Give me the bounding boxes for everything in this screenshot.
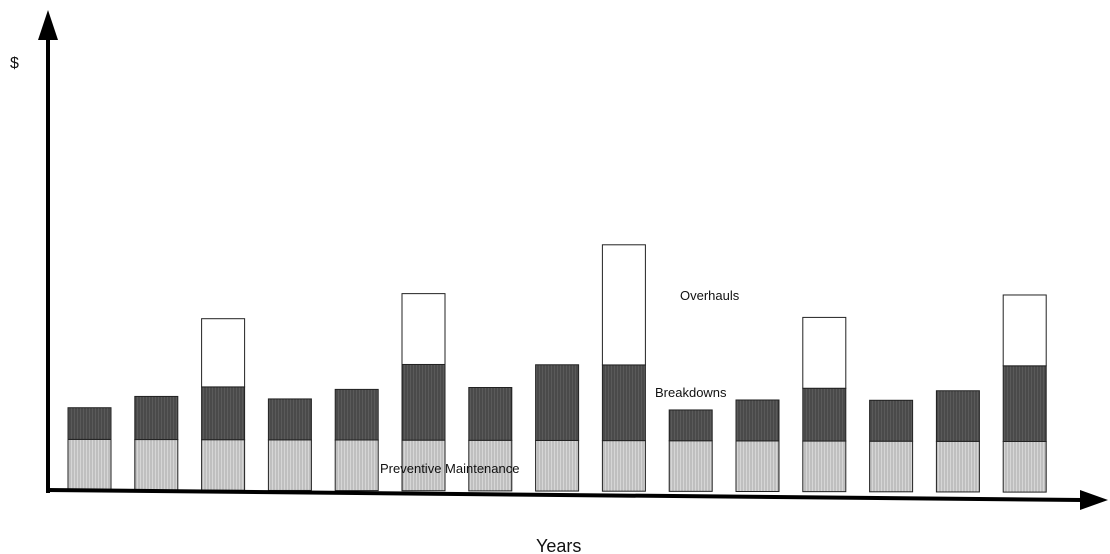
bars-layer xyxy=(67,244,1047,493)
bar-segment-preventive-maintenance-6 xyxy=(401,439,446,492)
bar-segment-breakdowns-10 xyxy=(668,409,713,442)
bar-segment-breakdowns-7 xyxy=(468,387,513,441)
bar-segment-breakdowns-2 xyxy=(134,395,179,441)
x-axis-label: Years xyxy=(536,536,581,554)
bar-segment-breakdowns-6 xyxy=(401,363,446,441)
bar-segment-preventive-maintenance-15 xyxy=(1002,441,1047,493)
bar-segment-preventive-maintenance-7 xyxy=(468,439,513,492)
bar-segment-overhauls-15 xyxy=(1002,294,1047,367)
bar-segment-preventive-maintenance-11 xyxy=(735,440,780,492)
bar-segment-overhauls-9 xyxy=(601,244,646,366)
bar-segment-preventive-maintenance-13 xyxy=(869,440,914,493)
bar-segment-overhauls-6 xyxy=(401,293,446,365)
bar-segment-breakdowns-15 xyxy=(1002,365,1047,443)
bar-segment-preventive-maintenance-14 xyxy=(935,440,980,493)
bar-segment-overhauls-12 xyxy=(802,316,847,389)
bar-segment-breakdowns-5 xyxy=(334,388,379,441)
bar-segment-breakdowns-9 xyxy=(601,364,646,442)
bar-segment-breakdowns-12 xyxy=(802,387,847,442)
bar-segment-preventive-maintenance-1 xyxy=(67,438,112,491)
bar-segment-breakdowns-8 xyxy=(535,364,580,441)
bar-segment-preventive-maintenance-9 xyxy=(601,440,646,492)
bar-segment-preventive-maintenance-10 xyxy=(668,440,713,492)
bar-segment-preventive-maintenance-3 xyxy=(201,439,246,491)
bar-segment-breakdowns-14 xyxy=(935,390,980,442)
bar-segment-preventive-maintenance-8 xyxy=(535,439,580,492)
x-axis xyxy=(45,488,1083,502)
y-axis-label: $ xyxy=(10,55,19,72)
bar-segment-breakdowns-1 xyxy=(67,407,112,440)
bar-segment-breakdowns-13 xyxy=(869,399,914,442)
bar-segment-preventive-maintenance-12 xyxy=(802,440,847,493)
y-axis-arrow-icon xyxy=(38,10,58,40)
bar-segment-breakdowns-3 xyxy=(201,386,246,441)
bar-segment-preventive-maintenance-5 xyxy=(334,439,379,492)
x-axis-arrow-icon xyxy=(1080,490,1108,510)
bar-segment-breakdowns-11 xyxy=(735,399,780,442)
bar-segment-preventive-maintenance-2 xyxy=(134,439,179,491)
annotations-layer: Overhauls Breakdowns Preventive Maintenanc… xyxy=(380,288,740,476)
annotation-overhauls: Overhauls xyxy=(680,288,740,303)
annotation-preventive-maintenance: Preventive Maintenance xyxy=(380,461,519,476)
bar-segment-overhauls-3 xyxy=(201,318,246,388)
bar-segment-breakdowns-4 xyxy=(267,398,312,441)
bar-segment-preventive-maintenance-4 xyxy=(267,439,312,491)
annotation-breakdowns: Breakdowns xyxy=(655,385,727,400)
